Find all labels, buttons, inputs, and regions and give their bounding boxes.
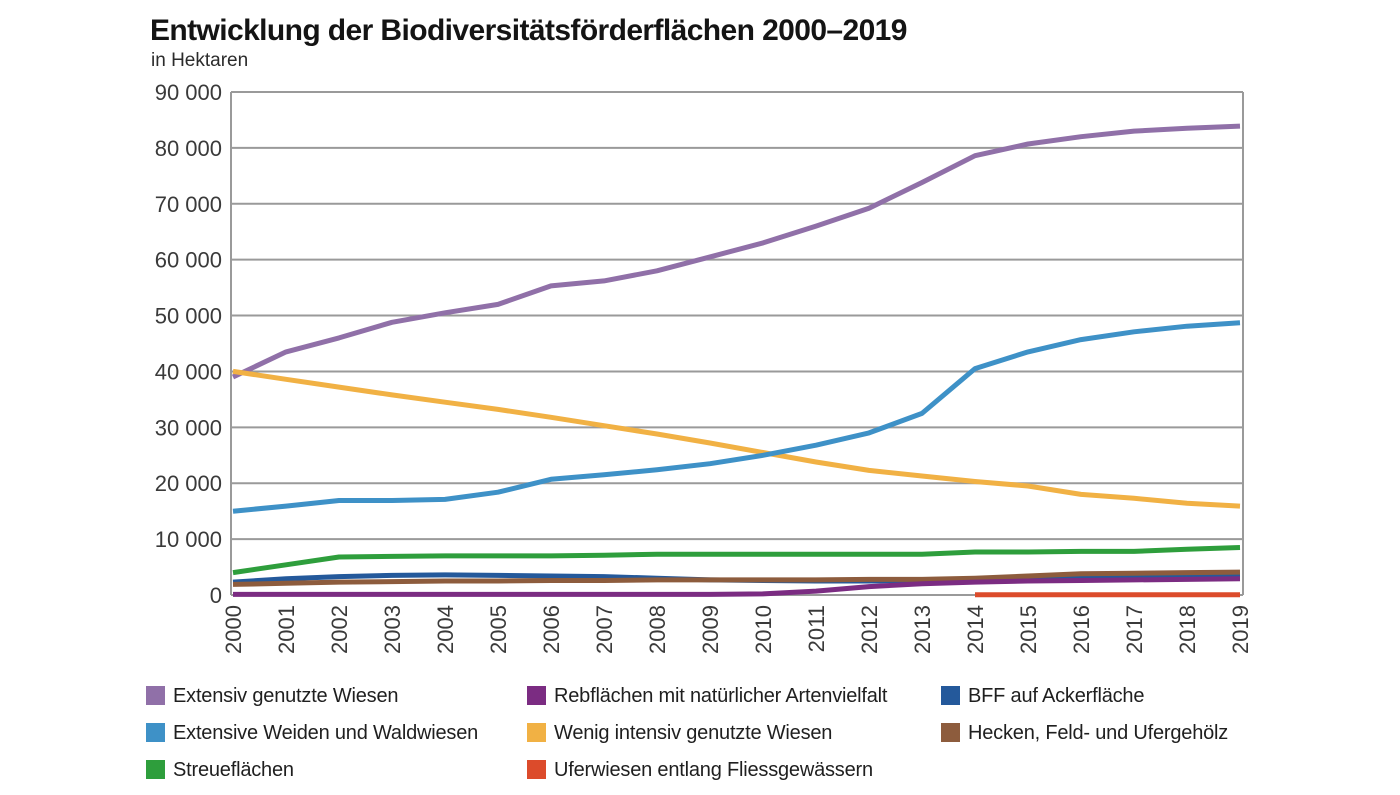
svg-text:2015: 2015 [1016,605,1041,654]
legend-color-swatch [941,686,960,705]
chart-title: Entwicklung der Biodiversitätsförderfläc… [150,14,907,47]
legend-color-swatch [146,686,165,705]
y-axis-tick-label: 80 000 [155,136,222,161]
x-axis-tick-label: 2002 [327,605,352,654]
y-axis-tick-label: 60 000 [155,248,222,273]
y-axis-tick-label: 0 [210,583,222,608]
legend-label: Extensiv genutzte Wiesen [173,685,399,707]
x-axis-tick-label: 2003 [380,605,405,654]
svg-text:2005: 2005 [486,605,511,654]
legend-label: Extensive Weiden und Waldwiesen [173,722,479,744]
svg-text:2003: 2003 [380,605,405,654]
legend-color-swatch [146,723,165,742]
legend-item: Streueflächen [146,758,527,782]
legend-label: Streueflächen [173,759,294,781]
svg-text:2019: 2019 [1228,605,1253,654]
svg-text:2002: 2002 [327,605,352,654]
x-axis-tick-label: 2015 [1016,605,1041,654]
series-line-wenig-intensiv-genutzte-wiesen [232,368,1241,509]
svg-text:2000: 2000 [221,605,246,654]
legend-item: Hecken, Feld- und Ufergehölz [941,721,1228,745]
y-axis-tick-label: 40 000 [155,359,222,384]
x-axis-tick-label: 2013 [910,605,935,654]
x-axis-tick-label: 2008 [645,605,670,654]
x-axis-tick-label: 2005 [486,605,511,654]
y-axis-tick-label: 90 000 [155,80,222,105]
x-axis-tick-label: 2000 [221,605,246,654]
legend-item: Extensive Weiden und Waldwiesen [146,721,527,745]
svg-text:2008: 2008 [645,605,670,654]
x-axis-tick-label: 2006 [539,605,564,654]
legend-color-swatch [146,760,165,779]
legend-item: Wenig intensiv genutzte Wiesen [527,721,941,745]
svg-text:2012: 2012 [857,605,882,654]
x-axis-tick-label: 2010 [751,605,776,654]
svg-text:2004: 2004 [433,605,458,654]
svg-text:2009: 2009 [698,605,723,654]
y-axis-tick-label: 50 000 [155,304,222,329]
series-line-extensiv-genutzte-wiesen [231,123,1241,380]
y-axis-tick-label: 10 000 [155,527,222,552]
legend-color-swatch [941,723,960,742]
x-axis-tick-label: 2014 [963,605,988,654]
legend-label: Hecken, Feld- und Ufergehölz [968,722,1229,744]
legend-color-swatch [527,760,546,779]
x-axis-tick-label: 2019 [1228,605,1253,654]
svg-text:2018: 2018 [1175,605,1200,654]
svg-text:2010: 2010 [751,605,776,654]
x-axis-tick-label: 2009 [698,605,723,654]
x-axis-tick-label: 2007 [592,605,617,654]
chart-legend: Extensiv genutzte Wiesen Extensive Weiden… [146,684,1228,795]
series-line-streueflaechen [232,545,1241,576]
legend-item: BFF auf Ackerfläche [941,684,1228,708]
series-line-hecken-feld-und-ufergehoelz [232,569,1241,587]
legend-label: Uferwiesen entlang Fliessgewässern [554,759,873,781]
chart-subtitle: in Hektaren [151,50,249,71]
legend-label: Wenig intensiv genutzte Wiesen [554,722,833,744]
svg-text:2014: 2014 [963,605,988,654]
legend-label: BFF auf Ackerfläche [968,685,1145,707]
svg-text:2011: 2011 [804,605,829,652]
svg-text:2013: 2013 [910,605,935,654]
y-axis-tick-label: 30 000 [155,415,222,440]
x-axis-tick-label: 2004 [433,605,458,654]
svg-text:2007: 2007 [592,605,617,654]
x-axis-tick-label: 2001 [274,605,299,654]
svg-text:2016: 2016 [1069,605,1094,654]
y-axis-tick-label: 70 000 [155,192,222,217]
legend-color-swatch [527,686,546,705]
legend-item: Rebflächen mit natürlicher Artenvielfalt [527,684,941,708]
legend-label: Rebflächen mit natürlicher Artenvielfalt [554,685,888,707]
x-axis-tick-label: 2012 [857,605,882,654]
y-axis-tick-label: 20 000 [155,471,222,496]
line-chart: 0 10 000 20 000 30 000 40 000 50 000 60 000 70 … [155,80,1253,654]
series-line-extensive-weiden-und-waldwiesen [232,320,1241,514]
svg-text:2017: 2017 [1122,605,1147,654]
legend-item: Extensiv genutzte Wiesen [146,684,527,708]
legend-color-swatch [527,723,546,742]
x-axis-tick-label: 2018 [1175,605,1200,654]
x-axis-tick-label: 2017 [1122,605,1147,654]
legend-item: Uferwiesen entlang Fliessgewässern [527,758,941,782]
series-line-rebflaechen-mit-natuerlicher-artenvielfalt [233,576,1241,597]
svg-text:2006: 2006 [539,605,564,654]
x-axis-tick-label: 2016 [1069,605,1094,654]
x-axis-tick-label: 2011 [804,605,829,652]
svg-text:2001: 2001 [274,605,299,654]
